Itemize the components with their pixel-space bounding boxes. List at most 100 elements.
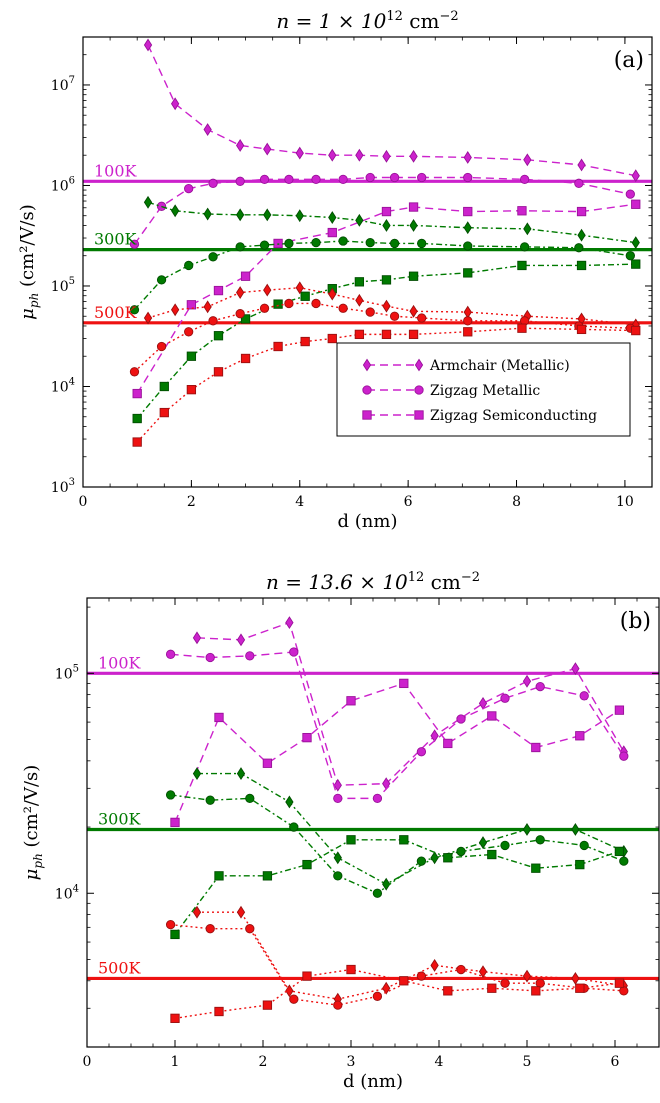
data-point — [328, 148, 337, 162]
data-point — [302, 859, 312, 870]
data-point — [205, 795, 215, 805]
data-point — [165, 919, 176, 930]
series-armchair-metallic-100K — [143, 38, 640, 183]
title-main: n = 13.6 × 10 — [266, 570, 408, 594]
data-point — [143, 311, 153, 325]
chart-title: n = 13.6 × 1012 cm−2 — [266, 570, 480, 594]
data-point — [382, 877, 391, 891]
data-point — [295, 209, 304, 223]
data-point — [284, 298, 294, 309]
data-point — [208, 252, 218, 262]
data-point — [170, 929, 180, 940]
series-line — [196, 621, 625, 786]
data-point — [311, 237, 321, 248]
data-point — [333, 851, 342, 865]
data-point — [408, 271, 419, 281]
data-point — [631, 325, 641, 336]
data-point — [284, 174, 294, 185]
title-unit-exp: −2 — [461, 570, 480, 585]
data-point — [571, 971, 580, 985]
data-point — [186, 351, 197, 361]
data-point — [262, 871, 273, 881]
series-zigzag-metallic-300K — [129, 236, 635, 315]
data-point — [520, 174, 530, 185]
data-point — [262, 758, 273, 768]
data-point — [346, 964, 356, 975]
data-point — [631, 199, 641, 209]
data-point — [205, 652, 215, 663]
series-zigzag-semiconducting-100K — [170, 678, 625, 828]
data-point — [338, 174, 348, 185]
series-line — [170, 923, 624, 1006]
x-tick-label: 4 — [295, 494, 304, 510]
data-point — [192, 631, 202, 645]
data-point — [156, 341, 167, 352]
data-point — [463, 151, 472, 164]
data-point — [333, 778, 342, 792]
data-point — [245, 924, 255, 934]
data-point — [284, 238, 294, 249]
y-tick-label: 104 — [55, 883, 79, 902]
data-point — [355, 213, 364, 227]
data-point — [170, 817, 180, 828]
y-label-main: μ — [21, 869, 42, 881]
data-point — [478, 836, 488, 850]
data-point — [399, 835, 409, 845]
data-point — [245, 793, 255, 804]
data-point — [170, 97, 180, 111]
series-line — [136, 327, 636, 443]
data-point — [170, 303, 180, 317]
y-label-unit: (cm²/V/s) — [21, 765, 42, 854]
series-zigzag-semiconducting-500K — [170, 964, 625, 1023]
series-zigzag-metallic-500K — [129, 298, 635, 377]
data-point — [159, 381, 169, 392]
y-tick-base: 10 — [51, 279, 69, 295]
data-point — [236, 633, 246, 647]
series-zigzag-semiconducting-300K — [170, 835, 625, 940]
x-tick-label: 3 — [347, 1054, 356, 1070]
legend-marker — [362, 410, 372, 420]
data-point — [382, 777, 391, 791]
data-point — [579, 840, 589, 851]
y-tick-exp: 3 — [69, 477, 75, 488]
data-point — [535, 835, 545, 845]
data-point — [333, 793, 343, 804]
data-point — [129, 239, 140, 249]
data-point — [382, 149, 391, 163]
data-point — [259, 240, 270, 250]
data-point — [203, 300, 212, 314]
data-point — [295, 281, 304, 295]
data-point — [240, 314, 251, 324]
y-tick-base: 10 — [51, 480, 69, 496]
data-point — [165, 790, 176, 800]
y-label-main: μ — [17, 308, 38, 320]
series-zigzag-metallic-100K — [129, 172, 635, 249]
data-point — [186, 385, 197, 395]
data-point — [381, 206, 392, 217]
data-point — [184, 260, 194, 271]
data-point — [213, 367, 224, 377]
data-point — [574, 243, 584, 253]
data-point — [575, 731, 585, 741]
data-point — [456, 846, 466, 857]
data-point — [235, 309, 245, 319]
data-point — [517, 323, 527, 333]
data-point — [575, 859, 585, 870]
hline-label-100K: 100K — [94, 161, 138, 180]
legend-entry: Zigzag Metallic — [430, 383, 540, 399]
data-point — [143, 195, 153, 209]
series-line — [197, 772, 625, 885]
data-point — [205, 924, 215, 934]
data-point — [346, 696, 356, 706]
data-point — [192, 905, 202, 919]
legend-entry: Zigzag Semiconducting — [430, 408, 597, 424]
data-point — [192, 767, 202, 781]
data-point — [579, 691, 589, 701]
hline-label-300K: 300K — [98, 809, 142, 828]
hline-label-500K: 500K — [94, 303, 138, 322]
x-tick-label: 6 — [404, 494, 413, 510]
data-point — [487, 711, 497, 721]
legend-marker — [414, 358, 424, 372]
y-label-sub: ph — [27, 293, 41, 308]
